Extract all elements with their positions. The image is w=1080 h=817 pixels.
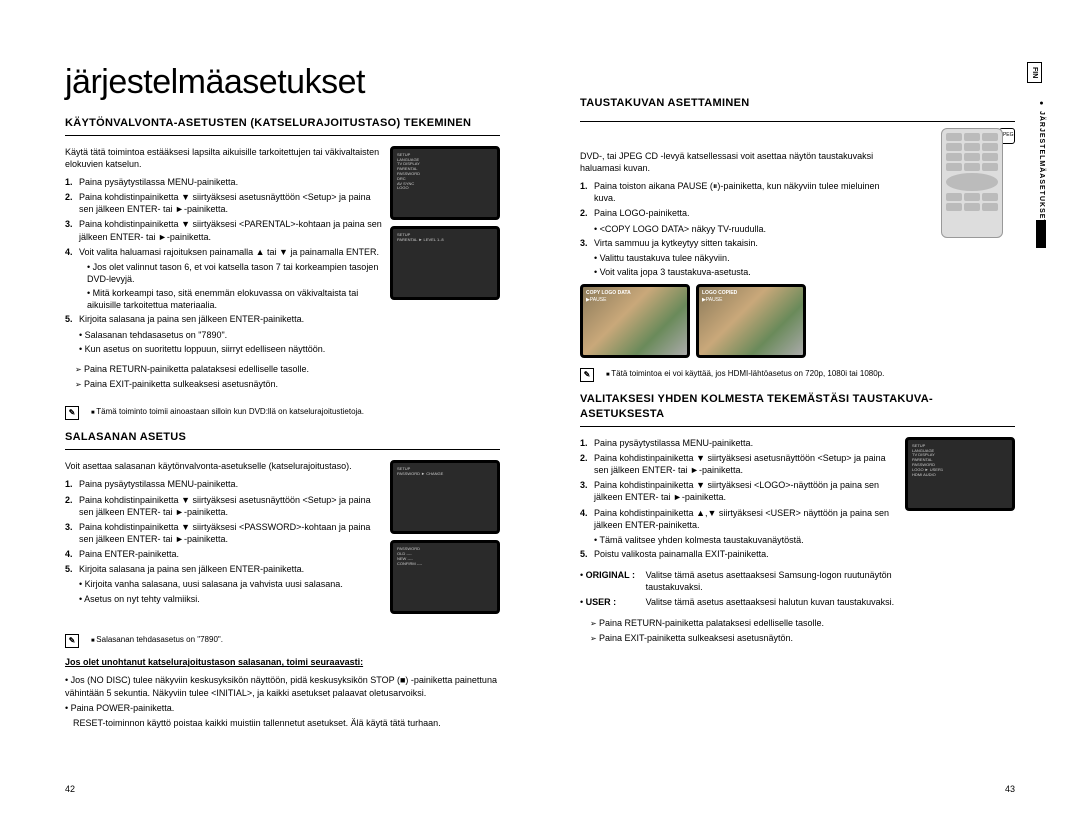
step-text: Paina pysäytystilassa MENU-painiketta. <box>79 176 238 188</box>
sub: Kun asetus on suoritettu loppuun, siirry… <box>65 343 382 355</box>
side-marker <box>1036 220 1046 248</box>
sec2-intro: Voit asettaa salasanan käytönvalvonta-as… <box>65 460 382 472</box>
step-text: Paina kohdistinpainiketta ▼ siirtyäksesi… <box>79 521 382 545</box>
sec3-b: Jos (NO DISC) tulee näkyviin keskusyksik… <box>65 674 500 698</box>
note: ✎ Salasanan tehdasasetus on "7890". <box>65 634 500 648</box>
page-number: 43 <box>1005 783 1015 795</box>
sec2-text: Voit asettaa salasanan käytönvalvonta-as… <box>65 460 382 620</box>
tv-screenshot: SETUPPASSWORD ► CHANGE <box>390 460 500 534</box>
page-right: FIN ● JÄRJESTELMÄASETUKSET TAUSTAKUVAN A… <box>540 0 1080 817</box>
sub: <COPY LOGO DATA> näkyy TV-ruudulla. <box>580 223 880 235</box>
step-text: Paina pysäytystilassa MENU-painiketta. <box>594 437 753 449</box>
def-original: • ORIGINAL : Valitse tämä asetus asettaa… <box>580 569 897 593</box>
note: ✎ Tämä toiminto toimii ainoastaan silloi… <box>65 406 500 420</box>
step-text: Virta sammuu ja kytkeytyy sitten takaisi… <box>594 237 758 249</box>
arrow: Paina RETURN-painiketta palataksesi edel… <box>65 363 382 376</box>
photo-sub: ▶PAUSE <box>702 297 800 304</box>
step-text: Paina pysäytystilassa MENU-painiketta. <box>79 478 238 490</box>
tv-screenshot: SETUPPARENTAL ► LEVEL 1..8 <box>390 226 500 300</box>
note-icon: ✎ <box>65 634 79 648</box>
sec1-steps: 1.Paina pysäytystilassa MENU-painiketta.… <box>65 176 382 258</box>
r-sec2-text: 1.Paina pysäytystilassa MENU-painiketta.… <box>580 437 897 647</box>
sec1-step5: 5.Kirjoita salasana ja paina sen jälkeen… <box>65 313 382 325</box>
sec1-sub: Jos olet valinnut tason 6, et voi katsel… <box>65 261 382 285</box>
r-sec1-body: DVD-, tai JPEG CD -levyä katsellessasi v… <box>580 150 880 278</box>
r-sec1-steps: 1.Paina toiston aikana PAUSE (⏸)-painike… <box>580 180 880 219</box>
side-tab: ● JÄRJESTELMÄASETUKSET <box>1037 100 1046 225</box>
tv-screenshot: PASSWORDOLD ----NEW ----CONFIRM ---- <box>390 540 500 614</box>
fin-tab: FIN <box>1027 62 1042 83</box>
r-sec1-intro: DVD-, tai JPEG CD -levyä katsellessasi v… <box>580 150 880 174</box>
def-text: Valitse tämä asetus asettaaksesi halutun… <box>646 596 894 608</box>
step-text: Paina kohdistinpainiketta ▼ siirtyäksesi… <box>594 452 897 476</box>
step-text: Paina ENTER-painiketta. <box>79 548 179 560</box>
def-user: • USER : Valitse tämä asetus asettaakses… <box>580 596 897 608</box>
arrow: Paina EXIT-painiketta sulkeaksesi asetus… <box>65 378 382 391</box>
sec2-title: SALASANAN ASETUS <box>65 430 500 450</box>
step-text: Paina toiston aikana PAUSE (⏸)-painikett… <box>594 180 880 204</box>
note-text: Tämä toiminto toimii ainoastaan silloin … <box>85 406 500 418</box>
step-text: Paina kohdistinpainiketta ▼ siirtyäksesi… <box>79 218 382 242</box>
def-label: USER : <box>586 596 646 608</box>
step-text: Paina kohdistinpainiketta ▼ siirtyäksesi… <box>79 494 382 518</box>
r-sec2-screens: SETUPLANGUAGETV DISPLAYPARENTALPASSWORDL… <box>905 437 1015 647</box>
def-label: ORIGINAL : <box>586 569 646 593</box>
r-sec2-step5: 5.Poistu valikosta painamalla EXIT-paini… <box>580 548 897 560</box>
tv-screenshot: SETUPLANGUAGETV DISPLAYPARENTALPASSWORDD… <box>390 146 500 220</box>
r-sec1-steps2: 3.Virta sammuu ja kytkeytyy sitten takai… <box>580 237 880 249</box>
step-text: Kirjoita salasana ja paina sen jälkeen E… <box>79 563 304 575</box>
page-left: järjestelmäasetukset KÄYTÖNVALVONTA-ASET… <box>0 0 540 817</box>
sub: Valittu taustakuva tulee näkyviin. <box>580 252 880 264</box>
sec2-row: Voit asettaa salasanan käytönvalvonta-as… <box>65 460 500 620</box>
sec3-b: RESET-toiminnon käyttö poistaa kaikki mu… <box>65 717 500 729</box>
photo-logo-copied: LOGO COPIED ▶PAUSE <box>696 284 806 358</box>
note-icon: ✎ <box>580 368 594 382</box>
tv-screenshot: SETUPLANGUAGETV DISPLAYPARENTALPASSWORDL… <box>905 437 1015 511</box>
sec1-screens: SETUPLANGUAGETV DISPLAYPARENTALPASSWORDD… <box>390 146 500 393</box>
sec1-intro: Käytä tätä toimintoa estääksesi lapsilta… <box>65 146 382 170</box>
step-text: Voit valita haluamasi rajoituksen painam… <box>79 246 379 258</box>
note-text: Tätä toimintoa ei voi käyttää, jos HDMI-… <box>600 368 1015 380</box>
sub: Kirjoita vanha salasana, uusi salasana j… <box>65 578 382 590</box>
sec1-sub: Mitä korkeampi taso, sitä enemmän elokuv… <box>65 287 382 311</box>
step-text: Paina kohdistinpainiketta ▼ siirtyäksesi… <box>594 479 897 503</box>
arrow: Paina EXIT-painiketta sulkeaksesi asetus… <box>580 632 897 645</box>
sec2-screens: SETUPPASSWORD ► CHANGE PASSWORDOLD ----N… <box>390 460 500 620</box>
note: ✎ Tätä toimintoa ei voi käyttää, jos HDM… <box>580 368 1015 382</box>
page-number: 42 <box>65 783 75 795</box>
sec1-title: KÄYTÖNVALVONTA-ASETUSTEN (KATSELURAJOITU… <box>65 116 500 136</box>
def-text: Valitse tämä asetus asettaaksesi Samsung… <box>646 569 897 593</box>
step-text: Kirjoita salasana ja paina sen jälkeen E… <box>79 313 304 325</box>
note-text: Salasanan tehdasasetus on "7890". <box>85 634 500 646</box>
main-title: järjestelmäasetukset <box>65 60 500 106</box>
sec3-b: Paina POWER-painiketta. <box>65 702 500 714</box>
step-text: Paina kohdistinpainiketta ▲,▼ siirtyäkse… <box>594 507 897 531</box>
step-text: Poistu valikosta painamalla EXIT-painike… <box>594 548 769 560</box>
sub: Voit valita jopa 3 taustakuva-asetusta. <box>580 266 880 278</box>
r-sec2-row: 1.Paina pysäytystilassa MENU-painiketta.… <box>580 437 1015 647</box>
remote-illustration <box>941 128 1003 238</box>
sub: Salasanan tehdasasetus on "7890". <box>65 329 382 341</box>
arrow: Paina RETURN-painiketta palataksesi edel… <box>580 617 897 630</box>
note-icon: ✎ <box>65 406 79 420</box>
photo-sub: ▶PAUSE <box>586 297 684 304</box>
photo-label: LOGO COPIED <box>702 290 800 297</box>
rule <box>580 121 1015 122</box>
r-sec2-title: VALITAKSESI YHDEN KOLMESTA TEKEMÄSTÄSI T… <box>580 392 1015 427</box>
sec1-row: Käytä tätä toimintoa estääksesi lapsilta… <box>65 146 500 393</box>
sec1-text: Käytä tätä toimintoa estääksesi lapsilta… <box>65 146 382 393</box>
step-text: Paina kohdistinpainiketta ▼ siirtyäksesi… <box>79 191 382 215</box>
sec3-title: Jos olet unohtanut katselurajoitustason … <box>65 656 500 668</box>
sub: Asetus on nyt tehty valmiiksi. <box>65 593 382 605</box>
sec2-steps: 1.Paina pysäytystilassa MENU-painiketta.… <box>65 478 382 575</box>
sub: Tämä valitsee yhden kolmesta taustakuvan… <box>580 534 897 546</box>
photo-row: COPY LOGO DATA ▶PAUSE LOGO COPIED ▶PAUSE <box>580 284 1015 358</box>
photo-label: COPY LOGO DATA <box>586 290 684 297</box>
r-sec2-steps: 1.Paina pysäytystilassa MENU-painiketta.… <box>580 437 897 531</box>
r-sec1-title: TAUSTAKUVAN ASETTAMINEN <box>580 96 1015 115</box>
step-text: Paina LOGO-painiketta. <box>594 207 690 219</box>
photo-copy-logo: COPY LOGO DATA ▶PAUSE <box>580 284 690 358</box>
